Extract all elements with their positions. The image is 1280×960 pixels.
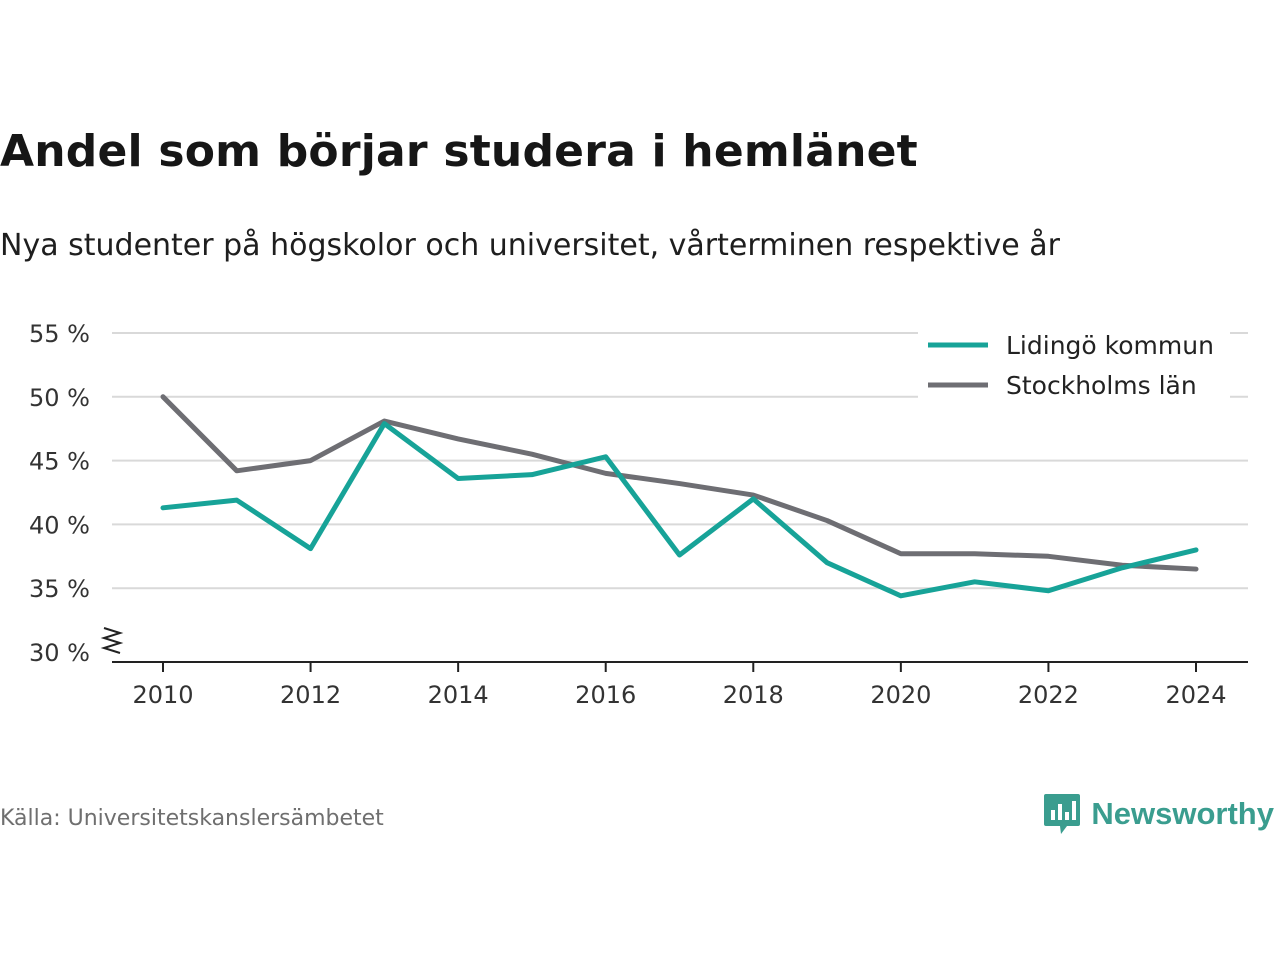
legend-label: Lidingö kommun [1006, 331, 1214, 360]
y-tick-label: 45 % [29, 448, 90, 476]
x-tick-label: 2010 [132, 681, 193, 709]
line-chart: 30 %35 %40 %45 %50 %55 % 2010 2012 2014 201… [29, 320, 1248, 709]
x-tick-label: 2014 [428, 681, 489, 709]
y-tick-label: 50 % [29, 384, 90, 412]
brand-logo: Newsworthy [1043, 792, 1274, 836]
legend-label: Stockholms län [1006, 371, 1197, 400]
series-line-lidingo [160, 421, 1199, 599]
y-axis: 30 % 35 % 40 % 45 % 50 % 55 % [29, 320, 124, 667]
x-axis: 2010 2012 2014 2016 2018 2020 2022 2024 [112, 661, 1248, 709]
newsworthy-logo-icon [1044, 794, 1081, 834]
y-tick-label: 30 % [29, 639, 90, 667]
y-tick-label: 55 % [29, 320, 90, 348]
series-lines [160, 394, 1199, 599]
x-tick-label: 2024 [1165, 681, 1226, 709]
x-tick-label: 2018 [723, 681, 784, 709]
axis-break-icon [100, 627, 124, 654]
chart-subtitle: Nya studenter på högskolor och universit… [0, 228, 1060, 263]
x-tick-label: 2016 [575, 681, 636, 709]
x-tick-label: 2020 [870, 681, 931, 709]
series-line-stockholm [160, 394, 1199, 572]
brand-name: Newsworthy [1091, 796, 1274, 831]
source-note: Källa: Universitetskanslersämbetet [0, 806, 384, 831]
x-tick-label: 2022 [1018, 681, 1079, 709]
chart-title: Andel som börjar studera i hemlänet [0, 126, 918, 177]
legend: Lidingö kommun Stockholms län [918, 324, 1230, 420]
y-tick-label: 35 % [29, 575, 90, 603]
y-tick-label: 40 % [29, 511, 90, 539]
legend-background [918, 324, 1230, 420]
x-tick-label: 2012 [280, 681, 341, 709]
